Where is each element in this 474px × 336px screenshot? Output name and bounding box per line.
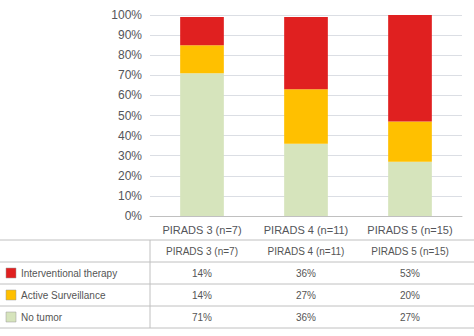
svg-text:14%: 14% xyxy=(192,268,212,279)
svg-text:90%: 90% xyxy=(118,28,142,42)
svg-text:27%: 27% xyxy=(296,290,316,301)
svg-text:PIRADS 5 (n=15): PIRADS 5 (n=15) xyxy=(371,246,449,257)
svg-text:20%: 20% xyxy=(400,290,420,301)
svg-text:PIRADS 4 (n=11): PIRADS 4 (n=11) xyxy=(268,246,345,257)
svg-text:36%: 36% xyxy=(296,268,316,279)
svg-text:53%: 53% xyxy=(400,268,420,279)
svg-text:0%: 0% xyxy=(125,209,143,223)
svg-text:80%: 80% xyxy=(118,48,142,62)
svg-text:100%: 100% xyxy=(111,8,142,22)
svg-text:PIRADS 3 (n=7): PIRADS 3 (n=7) xyxy=(166,246,238,257)
svg-text:14%: 14% xyxy=(192,290,212,301)
svg-text:27%: 27% xyxy=(400,312,420,323)
svg-text:Interventional therapy: Interventional therapy xyxy=(21,268,117,279)
svg-text:70%: 70% xyxy=(118,68,142,82)
svg-text:71%: 71% xyxy=(192,312,212,323)
svg-text:60%: 60% xyxy=(118,88,142,102)
svg-text:30%: 30% xyxy=(118,149,142,163)
svg-text:PIRADS 5 (n=15): PIRADS 5 (n=15) xyxy=(367,224,452,236)
svg-text:10%: 10% xyxy=(118,189,142,203)
svg-text:40%: 40% xyxy=(118,129,142,143)
svg-text:20%: 20% xyxy=(118,169,142,183)
svg-text:Active Surveillance: Active Surveillance xyxy=(21,290,106,301)
svg-text:PIRADS 4 (n=11): PIRADS 4 (n=11) xyxy=(264,224,348,236)
svg-text:50%: 50% xyxy=(118,109,142,123)
svg-text:36%: 36% xyxy=(296,312,316,323)
svg-text:PIRADS 3 (n=7): PIRADS 3 (n=7) xyxy=(162,224,241,236)
svg-text:No tumor: No tumor xyxy=(21,312,63,323)
